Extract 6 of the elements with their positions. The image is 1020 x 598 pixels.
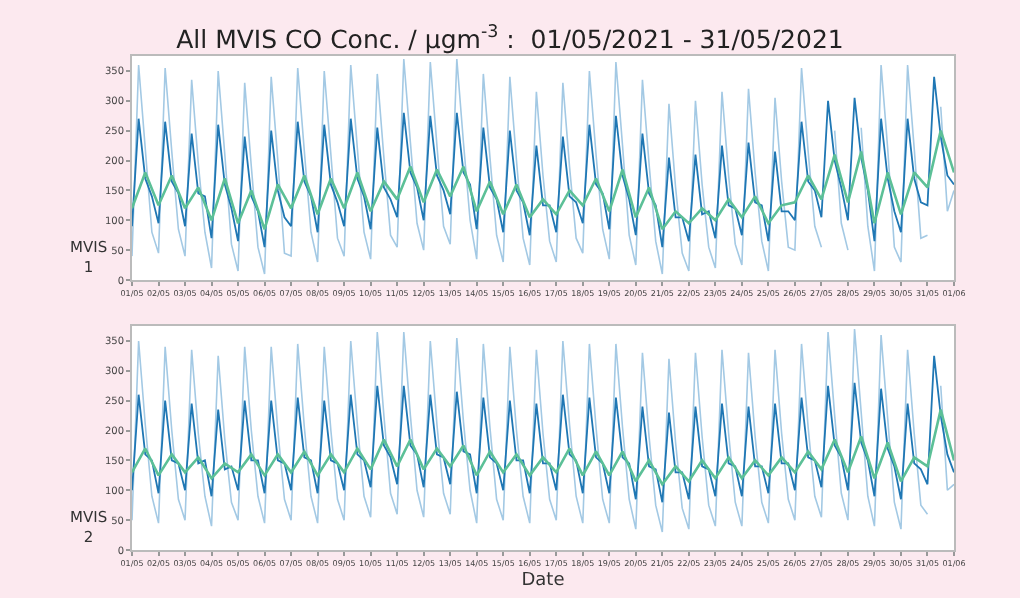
line-series [132,354,954,504]
x-axis-title: Date [521,571,566,592]
line-series [132,129,954,231]
line-series [132,76,954,249]
line-series [132,408,954,486]
chart-title: All MVIS CO Conc. / μgm$^{-3}$ : 01/05/2021 - 31/05/2021 [176,23,844,54]
